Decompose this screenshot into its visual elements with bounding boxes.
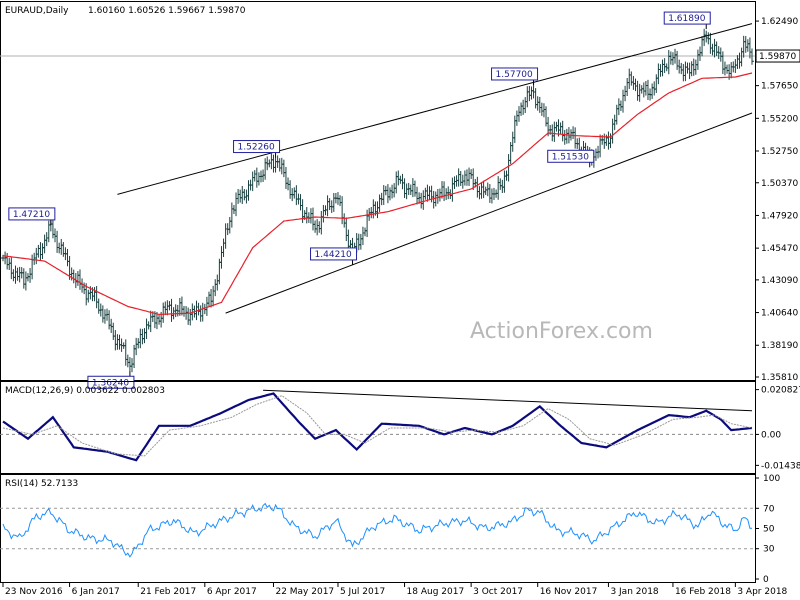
- x-tick-label: 18 Aug 2017: [407, 587, 465, 597]
- price-y-tick-label: 1.45470: [761, 244, 798, 254]
- price-label: 1.36240: [92, 378, 129, 388]
- price-label-box: [491, 67, 539, 81]
- x-tick-label: 5 Jul 2017: [340, 587, 385, 597]
- price-label-box: [233, 140, 281, 154]
- rsi-y-tick-label: 30: [763, 545, 775, 555]
- price-y-tick-label: 1.38190: [761, 341, 798, 351]
- x-tick-label: 16 Nov 2017: [540, 587, 598, 597]
- price-y-tick-label: 1.43090: [761, 276, 798, 286]
- price-label: 1.47210: [13, 210, 50, 220]
- x-tick-label: 6 Apr 2017: [207, 587, 257, 597]
- x-tick-label: 22 May 2017: [275, 587, 334, 597]
- signal-line: [2, 395, 753, 457]
- watermark: ActionForex.com: [470, 319, 653, 344]
- chart-header-symbol: EURAUD,Daily: [5, 6, 69, 16]
- price-y-tick-label: 1.57650: [761, 82, 798, 92]
- macd-trendline: [263, 389, 753, 412]
- macd-y-tick-label: 0.020827: [761, 386, 800, 396]
- x-tick-label: 3 Oct 2017: [473, 587, 523, 597]
- x-tick-label: 23 Nov 2016: [5, 587, 63, 597]
- price-label: 1.52260: [238, 143, 275, 153]
- price-label-box: [8, 207, 56, 221]
- x-tick-label: 3 Apr 2018: [737, 587, 787, 597]
- price-y-tick-label: 1.50370: [761, 179, 798, 189]
- price-label: 1.51530: [552, 152, 589, 162]
- rsi-title: RSI(14) 52.7133: [5, 479, 78, 489]
- x-tick-label: 3 Jan 2018: [610, 587, 658, 597]
- price-y-tick-label: 1.47920: [761, 211, 798, 221]
- macd-line: [2, 392, 753, 462]
- x-tick-label: 21 Feb 2017: [140, 587, 196, 597]
- price-frame: [0, 1, 756, 381]
- rsi-y-tick-label: 100: [763, 474, 780, 484]
- current-price-label: 1.59870: [759, 52, 796, 62]
- price-y-tick-label: 1.40640: [761, 309, 798, 319]
- rsi-y-tick-label: 50: [763, 525, 775, 535]
- rsi-y-tick-label: 0: [763, 575, 769, 585]
- macd-frame: [0, 381, 756, 475]
- x-axis: 23 Nov 2016 6 Jan 2017 21 Feb 2017 6 Apr 20…: [2, 583, 788, 597]
- macd-y-tick-label: -0.014386: [761, 461, 800, 471]
- upper-channel-line: [117, 23, 753, 195]
- macd-y-tick-label: 0.00: [761, 430, 781, 440]
- macd-title: MACD(12,26,9) 0.003622 0.002803: [5, 386, 165, 396]
- price-y-tick-label: 1.52750: [761, 147, 798, 157]
- rsi-y-tick-label: 70: [763, 504, 775, 514]
- price-label-box: [310, 247, 358, 261]
- price-label: 1.57700: [496, 70, 533, 80]
- rsi-frame: [0, 473, 756, 583]
- price-panel: 1.62490 1.59870 1.57650 1.55200 1.52750 1.503…: [0, 1, 800, 389]
- rsi-line: [2, 502, 753, 558]
- price-label: 1.61890: [668, 14, 705, 24]
- price-label-box: [663, 11, 711, 25]
- price-y-tick-label: 1.35810: [761, 373, 798, 383]
- lower-channel-line: [225, 112, 753, 314]
- price-y-tick-label: 1.55200: [761, 114, 798, 124]
- price-label-box: [87, 375, 135, 389]
- x-tick-label: 6 Jan 2017: [72, 587, 120, 597]
- chart-header-ohlc: 1.60160 1.60526 1.59667 1.59870: [88, 6, 246, 16]
- price-y-tick-label: 1.62490: [761, 17, 798, 27]
- current-price-box: [755, 49, 800, 63]
- moving-average-line: [2, 72, 753, 316]
- rsi-panel: 100 70 50 30 0: [0, 473, 780, 585]
- macd-panel: 0.020827 0.00 -0.014386: [0, 381, 800, 475]
- price-label: 1.44210: [315, 250, 352, 260]
- price-label-box: [547, 149, 595, 163]
- x-tick-label: 16 Feb 2018: [675, 587, 731, 597]
